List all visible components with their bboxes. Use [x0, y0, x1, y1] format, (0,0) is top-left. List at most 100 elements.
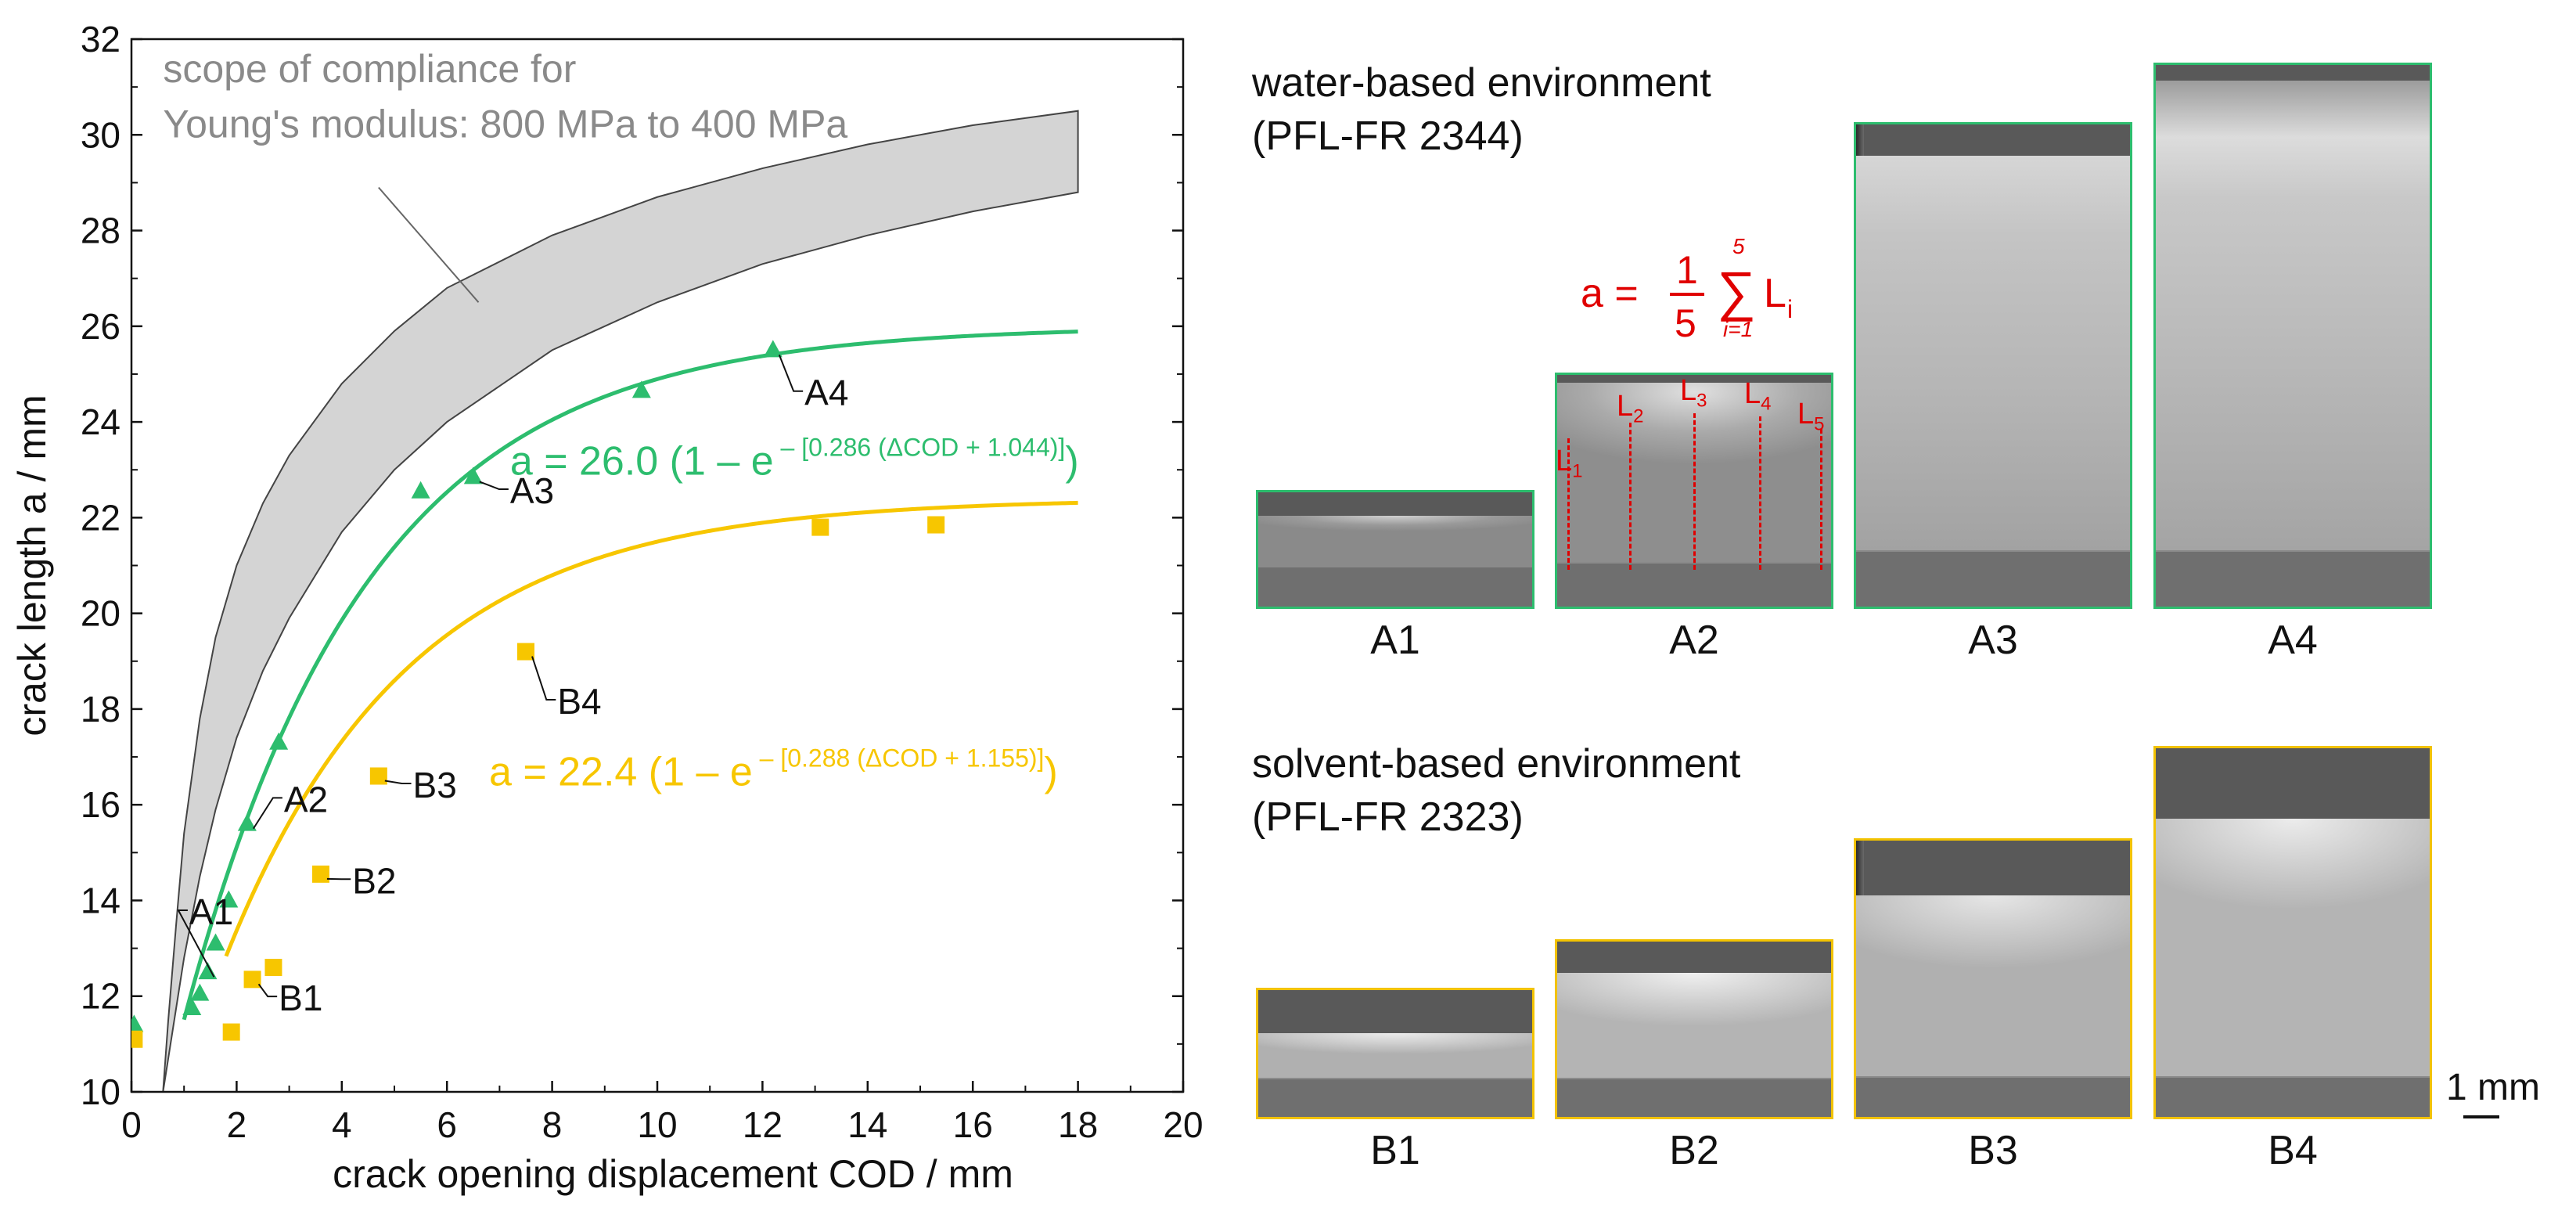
specimen-image-a1	[1256, 490, 1534, 609]
point-label-leader-a2	[252, 797, 282, 830]
data-point-water	[182, 998, 202, 1016]
l2-label: L2	[1617, 390, 1644, 427]
data-point-solvent	[927, 516, 945, 534]
data-point-water	[237, 813, 257, 831]
equation-base: a = 22.4 (1 – e	[489, 750, 753, 795]
l4-marker	[1759, 416, 1761, 570]
scale-bar-label: 1 mm	[2446, 1067, 2540, 1108]
x-tick-label: 4	[332, 1104, 352, 1145]
data-point-water	[411, 481, 430, 499]
x-tick-label: 20	[1163, 1104, 1203, 1145]
point-label-a3: A3	[510, 470, 554, 511]
fit-curve-solvent	[224, 500, 1078, 957]
fit-curve-water	[182, 330, 1078, 1021]
data-point-water	[269, 732, 289, 750]
band-label-line2: Young's modulus: 800 MPa to 400 MPa	[163, 102, 847, 146]
equation-close: )	[1044, 750, 1057, 795]
scale-bar: 1 mm	[2446, 1066, 2540, 1118]
point-label-leader-a3	[479, 481, 509, 491]
data-point-solvent	[811, 518, 829, 536]
sigma-symbol: ∑	[1717, 261, 1756, 322]
l5-label: L5	[1797, 398, 1825, 435]
point-label-b4: B4	[557, 681, 601, 722]
data-point-water	[463, 466, 483, 484]
point-label-a4: A4	[804, 373, 848, 413]
data-point-water	[131, 1014, 144, 1032]
l1-marker	[1567, 438, 1570, 570]
point-label-leader-a1	[177, 909, 215, 978]
point-label-leader-b1	[257, 983, 278, 998]
y-tick-label: 10	[81, 1072, 121, 1112]
x-tick-label: 18	[1058, 1104, 1098, 1145]
y-tick-label: 14	[81, 880, 121, 920]
y-axis-label: crack length a / mm	[10, 394, 54, 736]
formula-term: L	[1764, 271, 1786, 316]
l1-label: L1	[1556, 445, 1583, 482]
x-tick-label: 0	[121, 1104, 142, 1145]
formula-sum-top: 5	[1732, 235, 1745, 258]
y-tick-label: 26	[81, 306, 121, 347]
formula-num: 1	[1676, 248, 1698, 292]
x-tick-label: 16	[953, 1104, 993, 1145]
panel-label-a3: A3	[1968, 618, 2018, 663]
y-tick-label: 28	[81, 211, 121, 251]
panel-label-a4: A4	[2268, 618, 2318, 663]
point-label-leader-a4	[778, 355, 804, 392]
formula-lhs: a =	[1581, 271, 1639, 316]
x-axis-label: crack opening displacement COD / mm	[333, 1152, 1013, 1196]
data-point-solvent	[369, 767, 387, 785]
point-label-b2: B2	[352, 860, 396, 901]
band-label-leader	[378, 186, 480, 303]
data-point-water	[206, 933, 225, 951]
data-point-solvent	[264, 959, 282, 977]
data-point-solvent	[243, 971, 261, 989]
panel-label-b1: B1	[1370, 1128, 1420, 1173]
equation-solvent: a = 22.4 (1 – e – [0.288 (ΔCOD + 1.155)]…	[489, 744, 1058, 795]
l3-label: L3	[1680, 374, 1707, 412]
l4-label: L4	[1744, 377, 1772, 415]
y-tick-label: 24	[81, 402, 121, 442]
data-point-solvent	[517, 643, 534, 661]
panel-label-a2: A2	[1669, 618, 1719, 663]
crack-length-formula: a = 1 5 5 ∑ i=1 L i	[1581, 235, 1793, 345]
l2-marker	[1629, 423, 1632, 570]
panel-label-b2: B2	[1669, 1128, 1719, 1173]
compliance-band	[162, 110, 1079, 1092]
point-label-leader-b3	[384, 780, 412, 785]
y-tick-label: 12	[81, 976, 121, 1017]
specimen-image-a4	[2153, 63, 2432, 609]
x-tick-label: 10	[637, 1104, 677, 1145]
x-tick-label: 14	[847, 1104, 887, 1145]
water-env-title: water-based environment (PFL-FR 2344)	[1252, 56, 1711, 163]
crack-length-chart: scope of compliance for Young's modulus: …	[10, 19, 1203, 1196]
panel-label-a1: A1	[1370, 618, 1420, 663]
point-label-a2: A2	[284, 779, 328, 819]
specimen-image-b2	[1555, 939, 1833, 1119]
scale-bar-line	[2463, 1115, 2499, 1118]
solvent-env-title: solvent-based environment (PFL-FR 2323)	[1252, 737, 1740, 844]
x-tick-label: 2	[227, 1104, 247, 1145]
data-point-solvent	[222, 1023, 240, 1041]
equation-exponent: – [0.288 (ΔCOD + 1.155)]	[753, 744, 1045, 773]
equation-base: a = 26.0 (1 – e	[510, 438, 774, 484]
solvent-env-line1: solvent-based environment	[1252, 741, 1741, 787]
y-tick-label: 30	[81, 114, 121, 155]
data-point-solvent	[131, 1030, 143, 1048]
specimen-image-b3	[1854, 838, 2132, 1119]
solvent-env-line2: (PFL-FR 2323)	[1252, 794, 1524, 840]
x-tick-label: 8	[542, 1104, 563, 1145]
specimen-image-b1	[1256, 988, 1534, 1119]
y-tick-label: 20	[81, 593, 121, 634]
x-tick-label: 6	[437, 1104, 457, 1145]
equation-water: a = 26.0 (1 – e – [0.286 (ΔCOD + 1.044)]…	[510, 433, 1079, 484]
point-label-a1: A1	[189, 891, 233, 932]
band-label-line1: scope of compliance for	[163, 47, 576, 91]
point-label-leader-b4	[531, 656, 556, 701]
formula-den: 5	[1675, 301, 1696, 345]
specimen-image-b4	[2153, 746, 2432, 1119]
water-env-line2: (PFL-FR 2344)	[1252, 113, 1524, 159]
y-tick-label: 18	[81, 689, 121, 729]
specimen-image-a3	[1854, 122, 2132, 609]
panel-label-b3: B3	[1968, 1128, 2018, 1173]
equation-exponent: – [0.286 (ΔCOD + 1.044)]	[774, 433, 1066, 461]
